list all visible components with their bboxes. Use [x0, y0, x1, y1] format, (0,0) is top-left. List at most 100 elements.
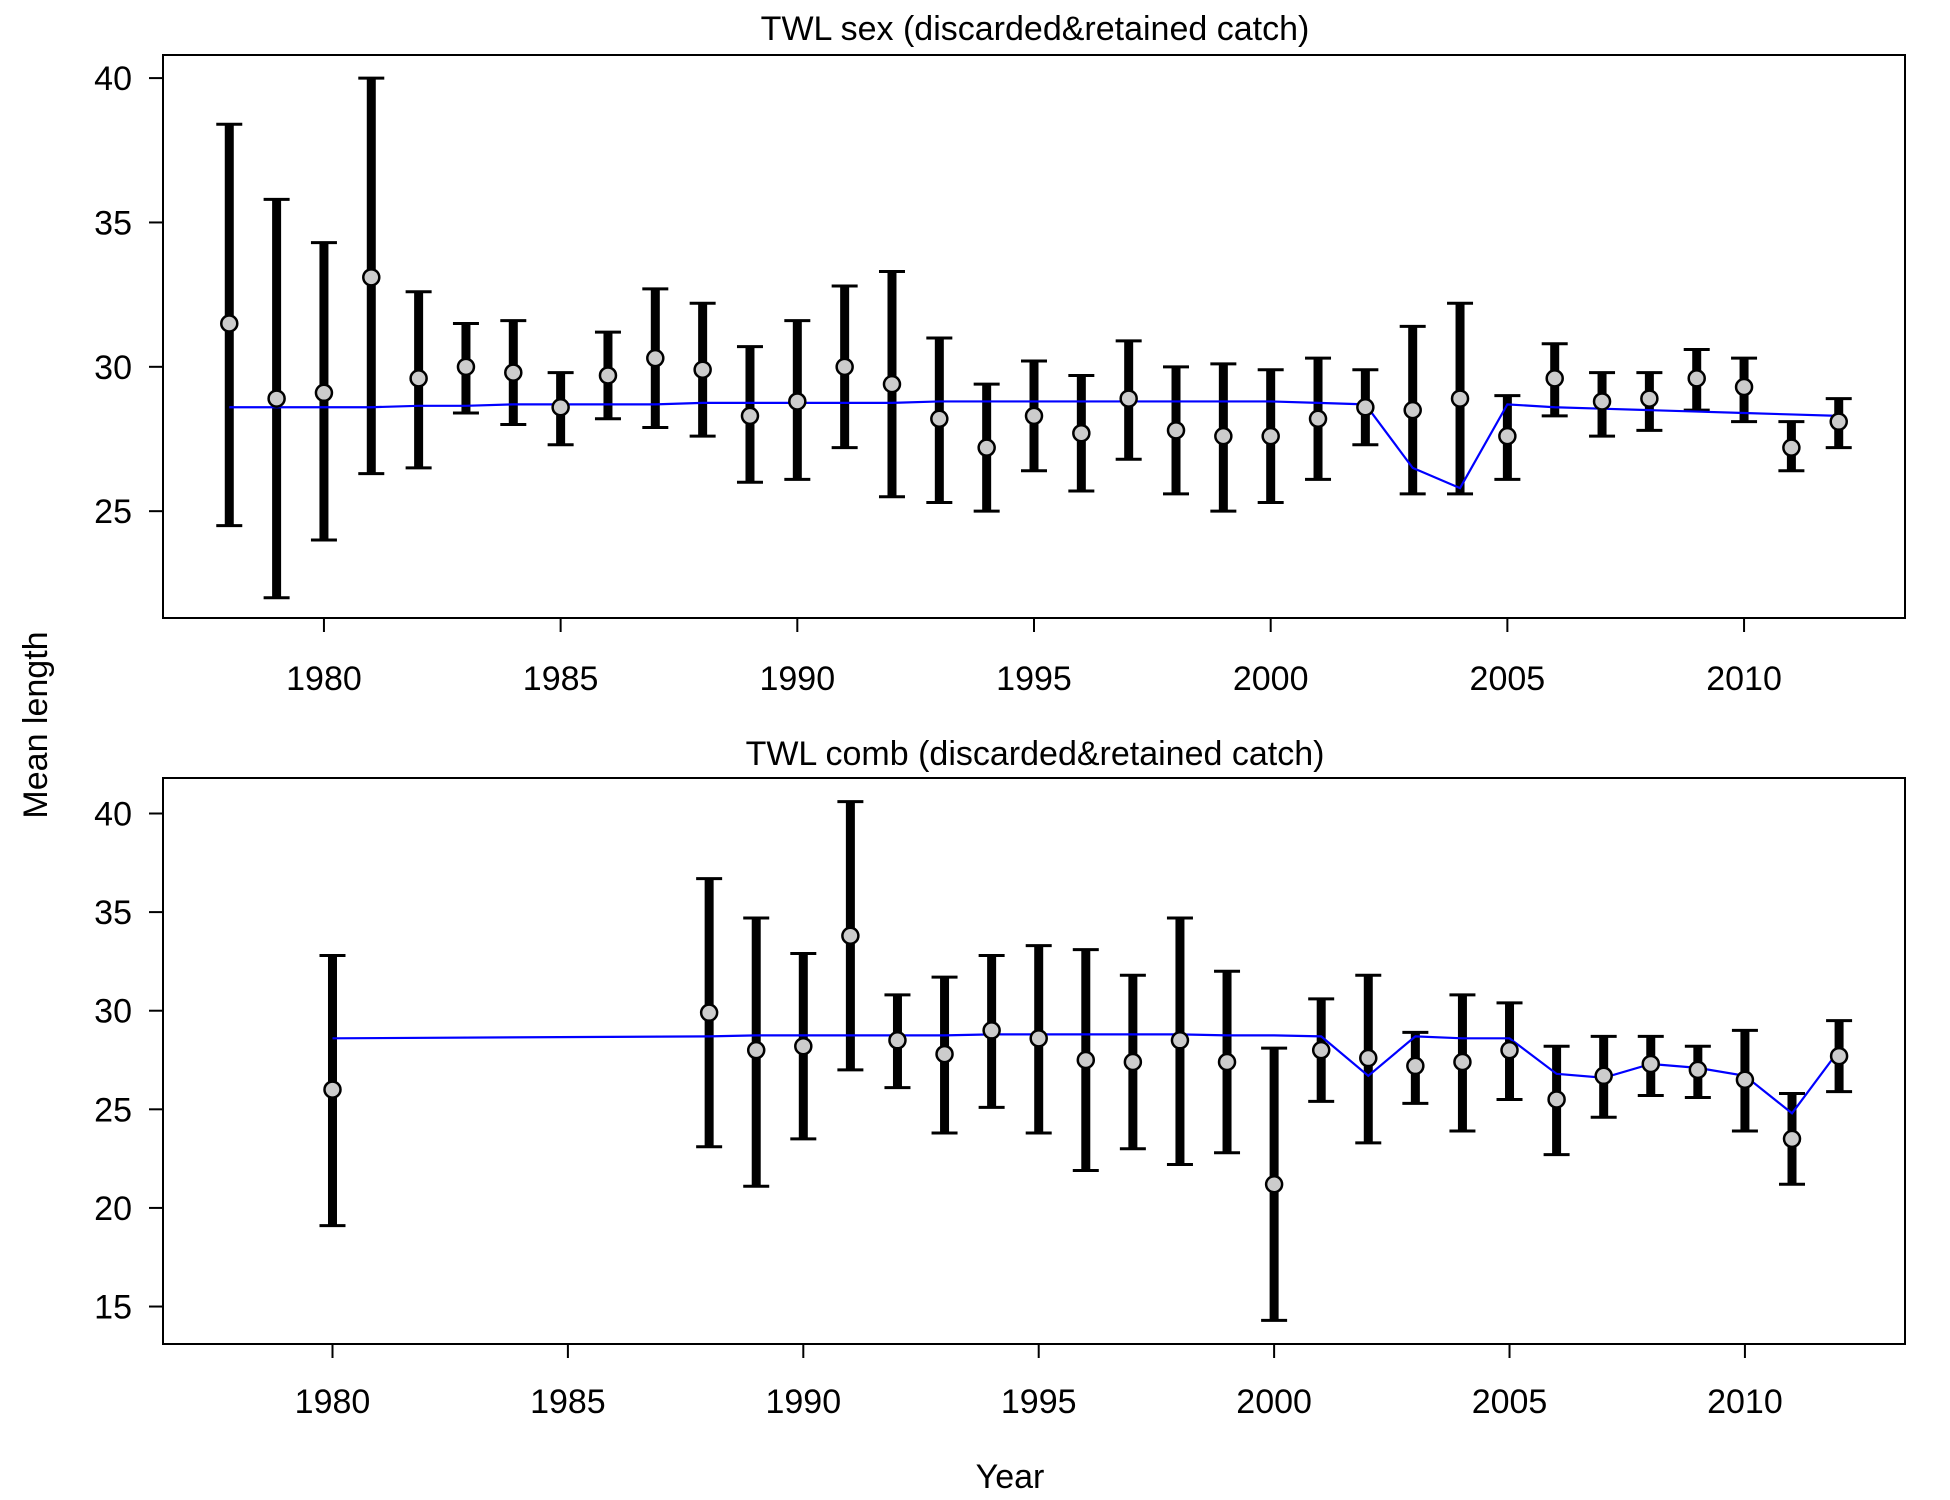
data-point: [504, 363, 523, 382]
data-point: [1545, 369, 1564, 388]
y-axis-label: Mean length: [17, 631, 55, 818]
data-point: [1641, 1054, 1661, 1074]
data-point: [1359, 1048, 1378, 1068]
y-tick-label: 35: [94, 204, 132, 242]
data-point: [1217, 1052, 1237, 1072]
data-point: [1453, 1052, 1472, 1072]
x-axis: 1980 1985 1990 1995 2000 2005 2010: [295, 1344, 1783, 1421]
x-axis: 1980 1985 1990 1995 2000 2005 2010: [286, 618, 1782, 698]
data-point: [1688, 1060, 1708, 1080]
x-tick-label: 1985: [530, 1383, 606, 1421]
data-point: [835, 357, 854, 377]
data-point: [882, 374, 902, 394]
panel-twl-comb: TWL comb (discarded&retained catch) 1980…: [94, 735, 1906, 1421]
data-point: [1170, 1031, 1190, 1050]
data-point: [1687, 369, 1706, 388]
x-tick-label: 2010: [1707, 1383, 1783, 1421]
data-point: [930, 409, 949, 429]
data-point: [1123, 1052, 1143, 1072]
data-point: [551, 397, 570, 417]
data-point: [1024, 406, 1044, 426]
data-point: [323, 1080, 342, 1099]
data-point: [794, 1036, 813, 1056]
y-tick-label: 40: [94, 60, 132, 98]
x-tick-label: 1980: [295, 1383, 371, 1421]
x-tick-label: 2005: [1472, 1383, 1548, 1421]
data-point: [888, 1031, 907, 1050]
expected-line: [229, 400, 1839, 490]
data-point: [746, 1040, 766, 1060]
data-point: [1119, 389, 1138, 408]
expected-line-layer: [229, 400, 1839, 490]
data-point: [1214, 426, 1233, 446]
y-axis: 15 20 25 30 35 40: [94, 795, 163, 1327]
data-point: [1450, 389, 1470, 408]
data-point: [1029, 1029, 1048, 1048]
x-tick-label: 2000: [1236, 1383, 1312, 1421]
data-point: [1500, 1040, 1519, 1060]
y-tick-label: 30: [94, 349, 132, 387]
x-tick-label: 1990: [759, 660, 835, 698]
x-tick-label: 2005: [1470, 660, 1546, 698]
data-point: [1261, 426, 1280, 446]
data-point: [740, 406, 760, 426]
data-point: [982, 1021, 1001, 1040]
data-point: [646, 348, 665, 368]
data-point: [409, 369, 428, 388]
y-tick-label: 25: [94, 493, 132, 531]
observed-points: [323, 926, 1849, 1194]
panel-title: TWL comb (discarded&retained catch): [746, 735, 1325, 773]
panel-twl-sex: TWL sex (discarded&retained catch) 1980 1…: [94, 10, 1906, 698]
y-tick-label: 15: [94, 1289, 132, 1327]
plot-frame: [162, 777, 1906, 1345]
data-point: [1734, 377, 1754, 397]
data-point: [693, 360, 712, 379]
data-point: [1403, 400, 1422, 420]
data-point: [1498, 426, 1517, 446]
data-point: [1166, 421, 1186, 440]
x-tick-label: 1980: [286, 660, 362, 698]
x-tick-label: 1995: [996, 660, 1072, 698]
data-point: [1356, 397, 1375, 417]
x-tick-label: 1990: [765, 1383, 841, 1421]
data-point: [977, 438, 996, 457]
data-point: [1406, 1056, 1425, 1076]
data-point: [1829, 1046, 1849, 1066]
data-point: [267, 389, 286, 408]
x-tick-label: 2000: [1233, 660, 1309, 698]
data-point: [788, 392, 807, 411]
data-point: [456, 357, 476, 377]
data-point: [699, 1003, 719, 1022]
x-tick-label: 2010: [1706, 660, 1782, 698]
data-point: [314, 383, 334, 403]
data-point: [1311, 1040, 1331, 1060]
y-axis: 25 30 35 40: [94, 60, 163, 531]
data-point: [1264, 1175, 1284, 1194]
data-point: [1735, 1070, 1755, 1089]
x-tick-label: 1985: [523, 660, 599, 698]
data-point: [1072, 423, 1091, 443]
data-point: [1594, 1066, 1613, 1086]
data-point: [1308, 409, 1328, 429]
data-point: [1782, 438, 1801, 457]
x-tick-label: 1995: [1001, 1383, 1077, 1421]
data-point: [1829, 412, 1848, 431]
data-point: [1547, 1090, 1566, 1109]
y-tick-label: 40: [94, 795, 132, 833]
data-point: [220, 314, 239, 333]
y-tick-label: 30: [94, 993, 132, 1031]
x-axis-label: Year: [976, 1458, 1045, 1496]
data-point: [841, 926, 860, 946]
observed-points: [220, 268, 1848, 457]
panel-title: TWL sex (discarded&retained catch): [761, 10, 1310, 48]
data-point: [362, 268, 381, 287]
data-point: [598, 366, 618, 385]
y-tick-label: 25: [94, 1091, 132, 1129]
data-point: [1640, 389, 1659, 408]
data-point: [1782, 1129, 1802, 1149]
y-tick-label: 35: [94, 894, 132, 932]
error-bars: [216, 76, 1852, 600]
data-point: [1592, 392, 1612, 411]
y-tick-label: 20: [94, 1190, 132, 1228]
